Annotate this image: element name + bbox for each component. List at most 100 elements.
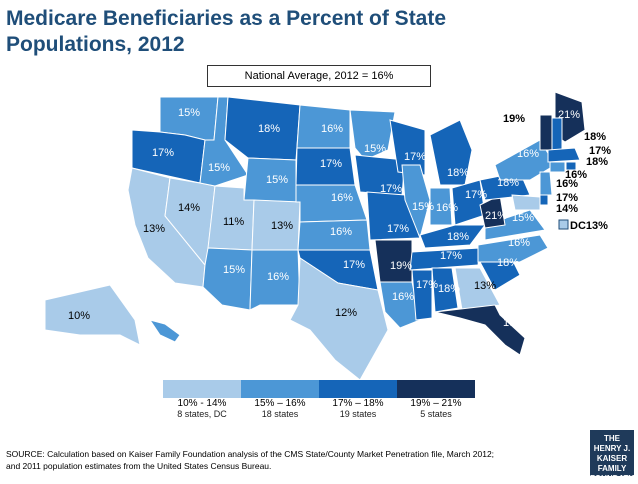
state-ms	[411, 269, 433, 321]
state-label-ut: 11%	[223, 216, 244, 228]
logo-text: KAISER	[596, 454, 628, 463]
national-average-box: National Average, 2012 = 16%	[207, 65, 431, 87]
legend-swatch	[319, 380, 397, 398]
state-ky	[419, 224, 486, 249]
legend-swatches	[163, 380, 475, 398]
legend-count: 8 states, DC	[177, 409, 227, 419]
state-label-sc: 18%	[497, 257, 519, 269]
state-tx	[289, 257, 389, 381]
legend-count: 18 states	[261, 409, 299, 419]
state-label-nh: 18%	[584, 131, 606, 143]
state-nh	[551, 117, 563, 153]
legend-range: 17% – 18%	[332, 398, 384, 409]
state-label-nv: 14%	[178, 202, 200, 214]
state-label-ct: 16%	[565, 169, 587, 181]
state-label-pa: 18%	[497, 177, 519, 189]
state-label-ok: 17%	[343, 259, 365, 271]
state-fl	[434, 304, 526, 356]
legend-count: 5 states	[420, 409, 452, 419]
state-nc	[477, 234, 549, 263]
state-label-id: 15%	[208, 162, 230, 174]
state-label-nd: 16%	[321, 123, 343, 135]
state-label-in: 16%	[436, 202, 458, 214]
legend-range: 10% - 14%	[177, 398, 227, 409]
source-line-2: and 2011 population estimates from the U…	[6, 461, 272, 471]
legend-swatch	[163, 380, 241, 398]
legend-range: 19% – 21%	[410, 398, 462, 409]
state-label-sd: 17%	[320, 158, 342, 170]
state-label-nc: 16%	[508, 237, 530, 249]
state-de	[539, 194, 549, 206]
state-ga	[454, 267, 501, 311]
state-label-ky: 18%	[447, 231, 469, 243]
state-mi	[429, 119, 473, 186]
state-ct	[549, 161, 566, 173]
dc-label: DC13%	[570, 220, 608, 232]
legend: 10% - 14% 15% – 16% 17% – 18% 19% – 21% 8 s…	[163, 380, 475, 419]
state-ak	[44, 284, 141, 346]
state-label-ca: 13%	[143, 223, 165, 235]
state-tn	[409, 247, 481, 271]
state-label-ne: 16%	[331, 192, 353, 204]
state-md	[511, 194, 541, 211]
dc-swatch	[558, 219, 569, 230]
state-label-fl: 19%	[503, 317, 525, 329]
source-note: SOURCE: Calculation based on Kaiser Fami…	[6, 448, 576, 472]
state-label-ma: 17%	[589, 145, 611, 157]
state-az	[202, 247, 253, 311]
legend-counts: 8 states, DC 18 states 19 states 5 states	[163, 409, 475, 419]
state-label-al: 18%	[438, 283, 460, 295]
state-label-or: 17%	[152, 147, 174, 159]
state-label-ms: 17%	[416, 279, 438, 291]
state-label-az: 15%	[223, 264, 245, 276]
title-line-1: Medicare Beneficiaries as a Percent of S…	[6, 7, 447, 30]
legend-swatch	[397, 380, 475, 398]
state-label-mi: 18%	[447, 167, 469, 179]
state-label-tn: 17%	[440, 250, 462, 262]
state-label-tx: 12%	[335, 307, 357, 319]
state-mn	[349, 109, 396, 161]
state-vt	[539, 114, 553, 151]
legend-count: 19 states	[339, 409, 377, 419]
state-label-wa: 15%	[178, 107, 200, 119]
states-group	[44, 91, 586, 381]
kff-logo: THE HENRY J. KAISER FAMILY FOUNDATION	[590, 430, 638, 483]
state-nm	[249, 249, 301, 311]
state-label-la: 16%	[392, 291, 414, 303]
state-label-hi: 16%	[184, 331, 206, 343]
state-label-il: 15%	[412, 201, 434, 213]
legend-ranges: 10% - 14% 15% – 16% 17% – 18% 19% – 21%	[163, 398, 475, 409]
state-label-ny: 16%	[517, 148, 539, 160]
logo-text: THE HENRY J.	[593, 434, 631, 453]
chart-title: Medicare Beneficiaries as a Percent of S…	[6, 6, 476, 58]
state-label-nm: 16%	[267, 271, 289, 283]
state-ma	[547, 147, 581, 163]
state-hi	[148, 319, 181, 343]
state-label-oh: 17%	[465, 189, 487, 201]
state-label-ks: 16%	[330, 226, 352, 238]
state-label-md: 14%	[556, 203, 578, 215]
state-label-nj: 16%	[556, 178, 578, 190]
state-la	[379, 281, 421, 329]
state-label-co: 13%	[271, 220, 293, 232]
state-nj	[539, 171, 553, 196]
state-wi	[389, 119, 426, 176]
source-line-1: SOURCE: Calculation based on Kaiser Fami…	[6, 449, 495, 459]
legend-swatch	[241, 380, 319, 398]
title-line-2: Populations, 2012	[6, 33, 185, 56]
state-label-ga: 13%	[474, 280, 496, 292]
state-in	[429, 187, 453, 226]
state-label-mn: 15%	[364, 143, 386, 155]
state-label-ar: 19%	[390, 260, 412, 272]
logo-text: FOUNDATION	[590, 474, 638, 483]
state-label-mt: 18%	[258, 123, 280, 135]
state-label-wv: 21%	[485, 210, 507, 222]
state-label-vt: 19%	[503, 113, 525, 125]
state-va	[484, 209, 546, 241]
state-label-mo: 17%	[387, 223, 409, 235]
state-label-ri: 18%	[586, 156, 608, 168]
state-il	[401, 164, 431, 240]
state-al	[431, 267, 459, 313]
state-labels-group: 15%17%13%14%15%18%15%11%15%13%16%16%17%1…	[68, 107, 611, 343]
